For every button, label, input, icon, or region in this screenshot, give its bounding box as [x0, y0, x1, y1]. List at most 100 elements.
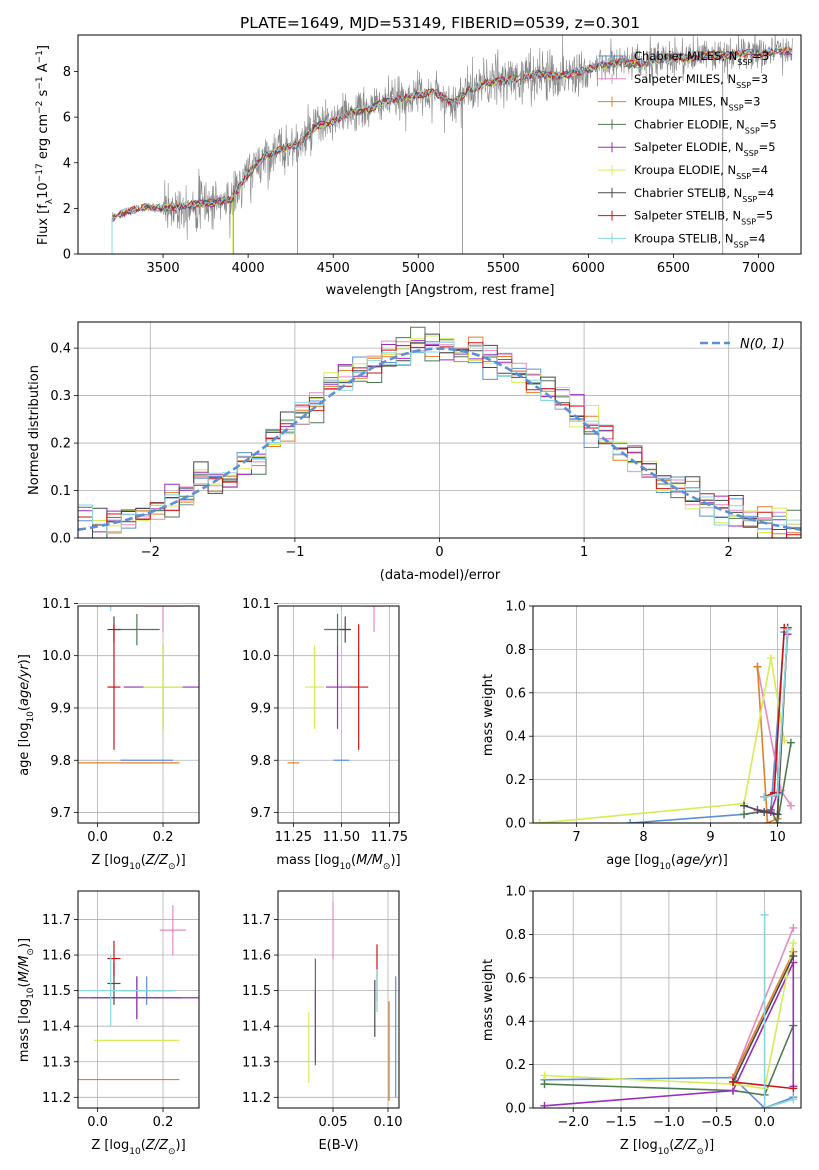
- y-axis-label: mass weight: [481, 674, 496, 756]
- mass-weight-line: [732, 955, 795, 1083]
- x-tick-label: −2: [141, 545, 160, 560]
- mass-weight-marker: [773, 810, 782, 819]
- axes-frame: [77, 605, 200, 824]
- mass-weight-marker: [760, 910, 769, 919]
- x-tick-label: 4000: [232, 261, 265, 276]
- mass-weight-marker: [760, 1104, 769, 1108]
- errorbar-point-kroupa-stelib: [340, 606, 342, 612]
- legend-label-sub: SSP: [737, 58, 752, 67]
- x-axis-label: Z [log10(Z/Z⊙)]: [91, 853, 185, 872]
- label-part: ⊙: [26, 948, 36, 956]
- legend-label-main: Chabrier STELIB, N: [634, 186, 742, 200]
- legend-label: Chabrier STELIB, NSSP=4: [634, 186, 774, 204]
- legend-label-suffix: =5: [759, 140, 776, 154]
- model-spectrum-kroupa-stelib: [111, 46, 793, 222]
- x-tick-label: 7: [572, 830, 580, 845]
- plot-area: [535, 623, 795, 823]
- label-part: E(B-V): [318, 1138, 358, 1153]
- figure-title: PLATE=1649, MJD=53149, FIBERID=0539, z=0…: [240, 14, 640, 32]
- label-part: −1: [35, 76, 45, 89]
- legend-label-main: Kroupa ELODIE, N: [634, 163, 736, 177]
- label-part: 10: [129, 862, 141, 872]
- label-part: 10: [658, 1147, 670, 1157]
- y-tick-label: 1.0: [505, 600, 526, 615]
- legend-entry-salpeter-miles: Salpeter MILES, NSSP=3: [598, 72, 768, 89]
- legend-label-suffix: =4: [749, 231, 766, 245]
- mass-weight-series-kroupa-elodie: [535, 654, 789, 823]
- label-part: mass weight: [481, 959, 496, 1041]
- label-part: λ: [45, 198, 55, 204]
- axes-frame: [277, 890, 400, 1109]
- x-tick-label: 5000: [402, 261, 435, 276]
- mass-weight-marker: [540, 1101, 549, 1108]
- legend-label-suffix: =3: [751, 72, 768, 86]
- x-tick-label: 11.25: [275, 830, 312, 845]
- x-tick-label: 3500: [147, 261, 180, 276]
- y-tick-label: 11.3: [42, 1055, 71, 1070]
- spectrum-panel: 3500 4000 4500 5000 5500 6000 6500 7000 0 2 4 6 8 wav…: [35, 34, 802, 298]
- label-part: M/M: [17, 956, 32, 983]
- y-tick-label: 10.1: [242, 597, 271, 612]
- y-tick-label: 8: [63, 65, 71, 80]
- legend-label: Kroupa STELIB, NSSP=4: [634, 231, 765, 249]
- label-part: ⊙: [168, 862, 176, 872]
- label-part: )]: [17, 938, 32, 948]
- axes-frame: [77, 34, 802, 255]
- y-tick-label: 2: [63, 202, 71, 217]
- y-tick-label: 9.9: [50, 701, 71, 716]
- errorbar-point-salpeter-elodie: [78, 976, 199, 1020]
- plot-area: [540, 910, 798, 1108]
- label-part: ⊙: [168, 1147, 176, 1157]
- label-part: mass weight: [481, 674, 496, 756]
- legend-label-suffix: =3: [752, 49, 769, 63]
- y-tick-label: 0.4: [505, 1015, 526, 1030]
- x-tick-label: 0.0: [87, 1115, 108, 1130]
- y-tick-label: 0.4: [505, 730, 526, 745]
- legend-label-main: Kroupa STELIB, N: [634, 231, 734, 245]
- errorbar-point-kroupa-stelib: [78, 955, 177, 1027]
- mass-weight-vs-metallicity-panel: −2.0 −1.5 −1.0 −0.5 0.0 0.0 0.2 0.4 0.6 0.8 1.0 Z […: [481, 885, 802, 1157]
- plot-area: [308, 901, 397, 1101]
- label-part: (: [141, 1138, 146, 1153]
- x-tick-label: 6000: [572, 261, 605, 276]
- legend-label-main: Salpeter STELIB, N: [634, 209, 741, 223]
- legend-entry-chabrier-elodie: Chabrier ELODIE, NSSP=5: [598, 117, 777, 135]
- mass-weight-marker: [789, 923, 798, 932]
- y-tick-label: 11.5: [42, 984, 71, 999]
- legend-label-sub: SSP: [741, 217, 756, 226]
- legend-label-sub: SSP: [736, 172, 751, 181]
- mass-weight-line: [544, 1025, 795, 1096]
- mass-weight-marker: [766, 654, 775, 663]
- label-part: erg cm: [36, 114, 51, 163]
- mass-weight-marker: [753, 662, 762, 671]
- legend-entry-kroupa-miles: Kroupa MILES, NSSP=3: [598, 95, 760, 112]
- y-tick-label: 11.4: [42, 1020, 71, 1035]
- label-part: ⊙: [696, 1147, 704, 1157]
- label-part: −2: [35, 101, 45, 114]
- mass-weight-line: [544, 962, 795, 1107]
- x-tick-label: 0.2: [153, 830, 174, 845]
- legend-label-sub: SSP: [736, 80, 751, 89]
- legend-entry-chabrier-stelib: Chabrier STELIB, NSSP=4: [598, 186, 774, 204]
- legend-label: N(0, 1): [740, 337, 785, 352]
- legend-label-main: Kroupa MILES, N: [634, 95, 729, 109]
- histogram-chabrier-stelib: [78, 333, 801, 538]
- age-vs-metallicity-panel: 0.0 0.29.79.89.910.010.1Z [log10(Z/Z⊙)]ag…: [17, 597, 200, 872]
- x-tick-label: −1: [285, 545, 304, 560]
- label-part: mass [log: [276, 853, 339, 868]
- y-tick-label: 9.7: [50, 806, 71, 821]
- gaussian-reference-curve: [78, 347, 801, 531]
- y-tick-label: 0.0: [50, 532, 71, 547]
- x-tick-label: 0.05: [319, 1115, 348, 1130]
- y-tick-label: 4: [63, 156, 71, 171]
- label-part: )]: [704, 1138, 714, 1153]
- label-part: ⊙: [383, 862, 391, 872]
- y-tick-label: 0.3: [50, 389, 71, 404]
- y-tick-label: 11.6: [242, 949, 271, 964]
- label-part: age/yr: [676, 853, 719, 868]
- x-tick-label: 11.50: [323, 830, 360, 845]
- legend-label: Salpeter ELODIE, NSSP=5: [634, 140, 776, 158]
- y-tick-label: 0: [63, 248, 71, 263]
- y-tick-label: 11.6: [42, 949, 71, 964]
